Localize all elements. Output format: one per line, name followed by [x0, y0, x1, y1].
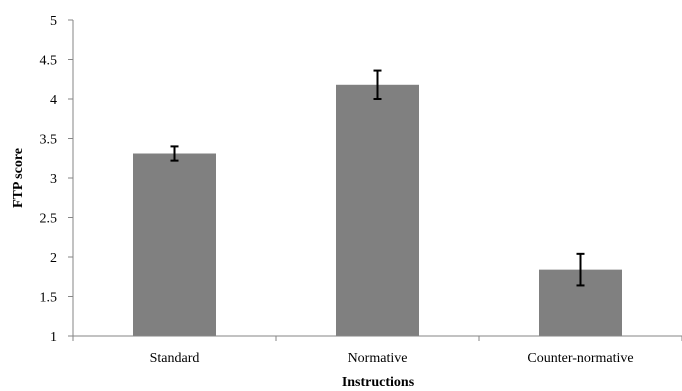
- y-tick-label: 3.5: [40, 133, 58, 148]
- y-axis-ticks: 1 1.5 2 2.5 3 3.5 4 4.5 5: [40, 14, 73, 345]
- y-tick-label: 1.5: [40, 291, 58, 306]
- x-tick-label: Standard: [150, 351, 200, 366]
- y-tick-label: 2: [50, 251, 57, 266]
- x-tick-label: Normative: [348, 351, 408, 366]
- error-bars: [170, 69, 585, 287]
- x-axis-tick-labels: Standard Normative Counter-normative: [150, 351, 634, 366]
- x-tick-label: Counter-normative: [527, 351, 633, 366]
- x-axis-ticks: [72, 336, 682, 341]
- y-tick-label: 4.5: [40, 54, 58, 69]
- bar-normative: [336, 84, 419, 336]
- x-axis-title: Instructions: [342, 375, 415, 390]
- y-tick-label: 4: [50, 93, 57, 108]
- y-tick-label: 3: [50, 172, 57, 187]
- y-axis-title: FTP score: [11, 148, 26, 208]
- y-tick-label: 5: [50, 14, 57, 29]
- bars: [133, 84, 622, 336]
- y-tick-label: 2.5: [40, 212, 58, 227]
- bar-standard: [133, 153, 216, 336]
- y-tick-label: 1: [50, 330, 57, 345]
